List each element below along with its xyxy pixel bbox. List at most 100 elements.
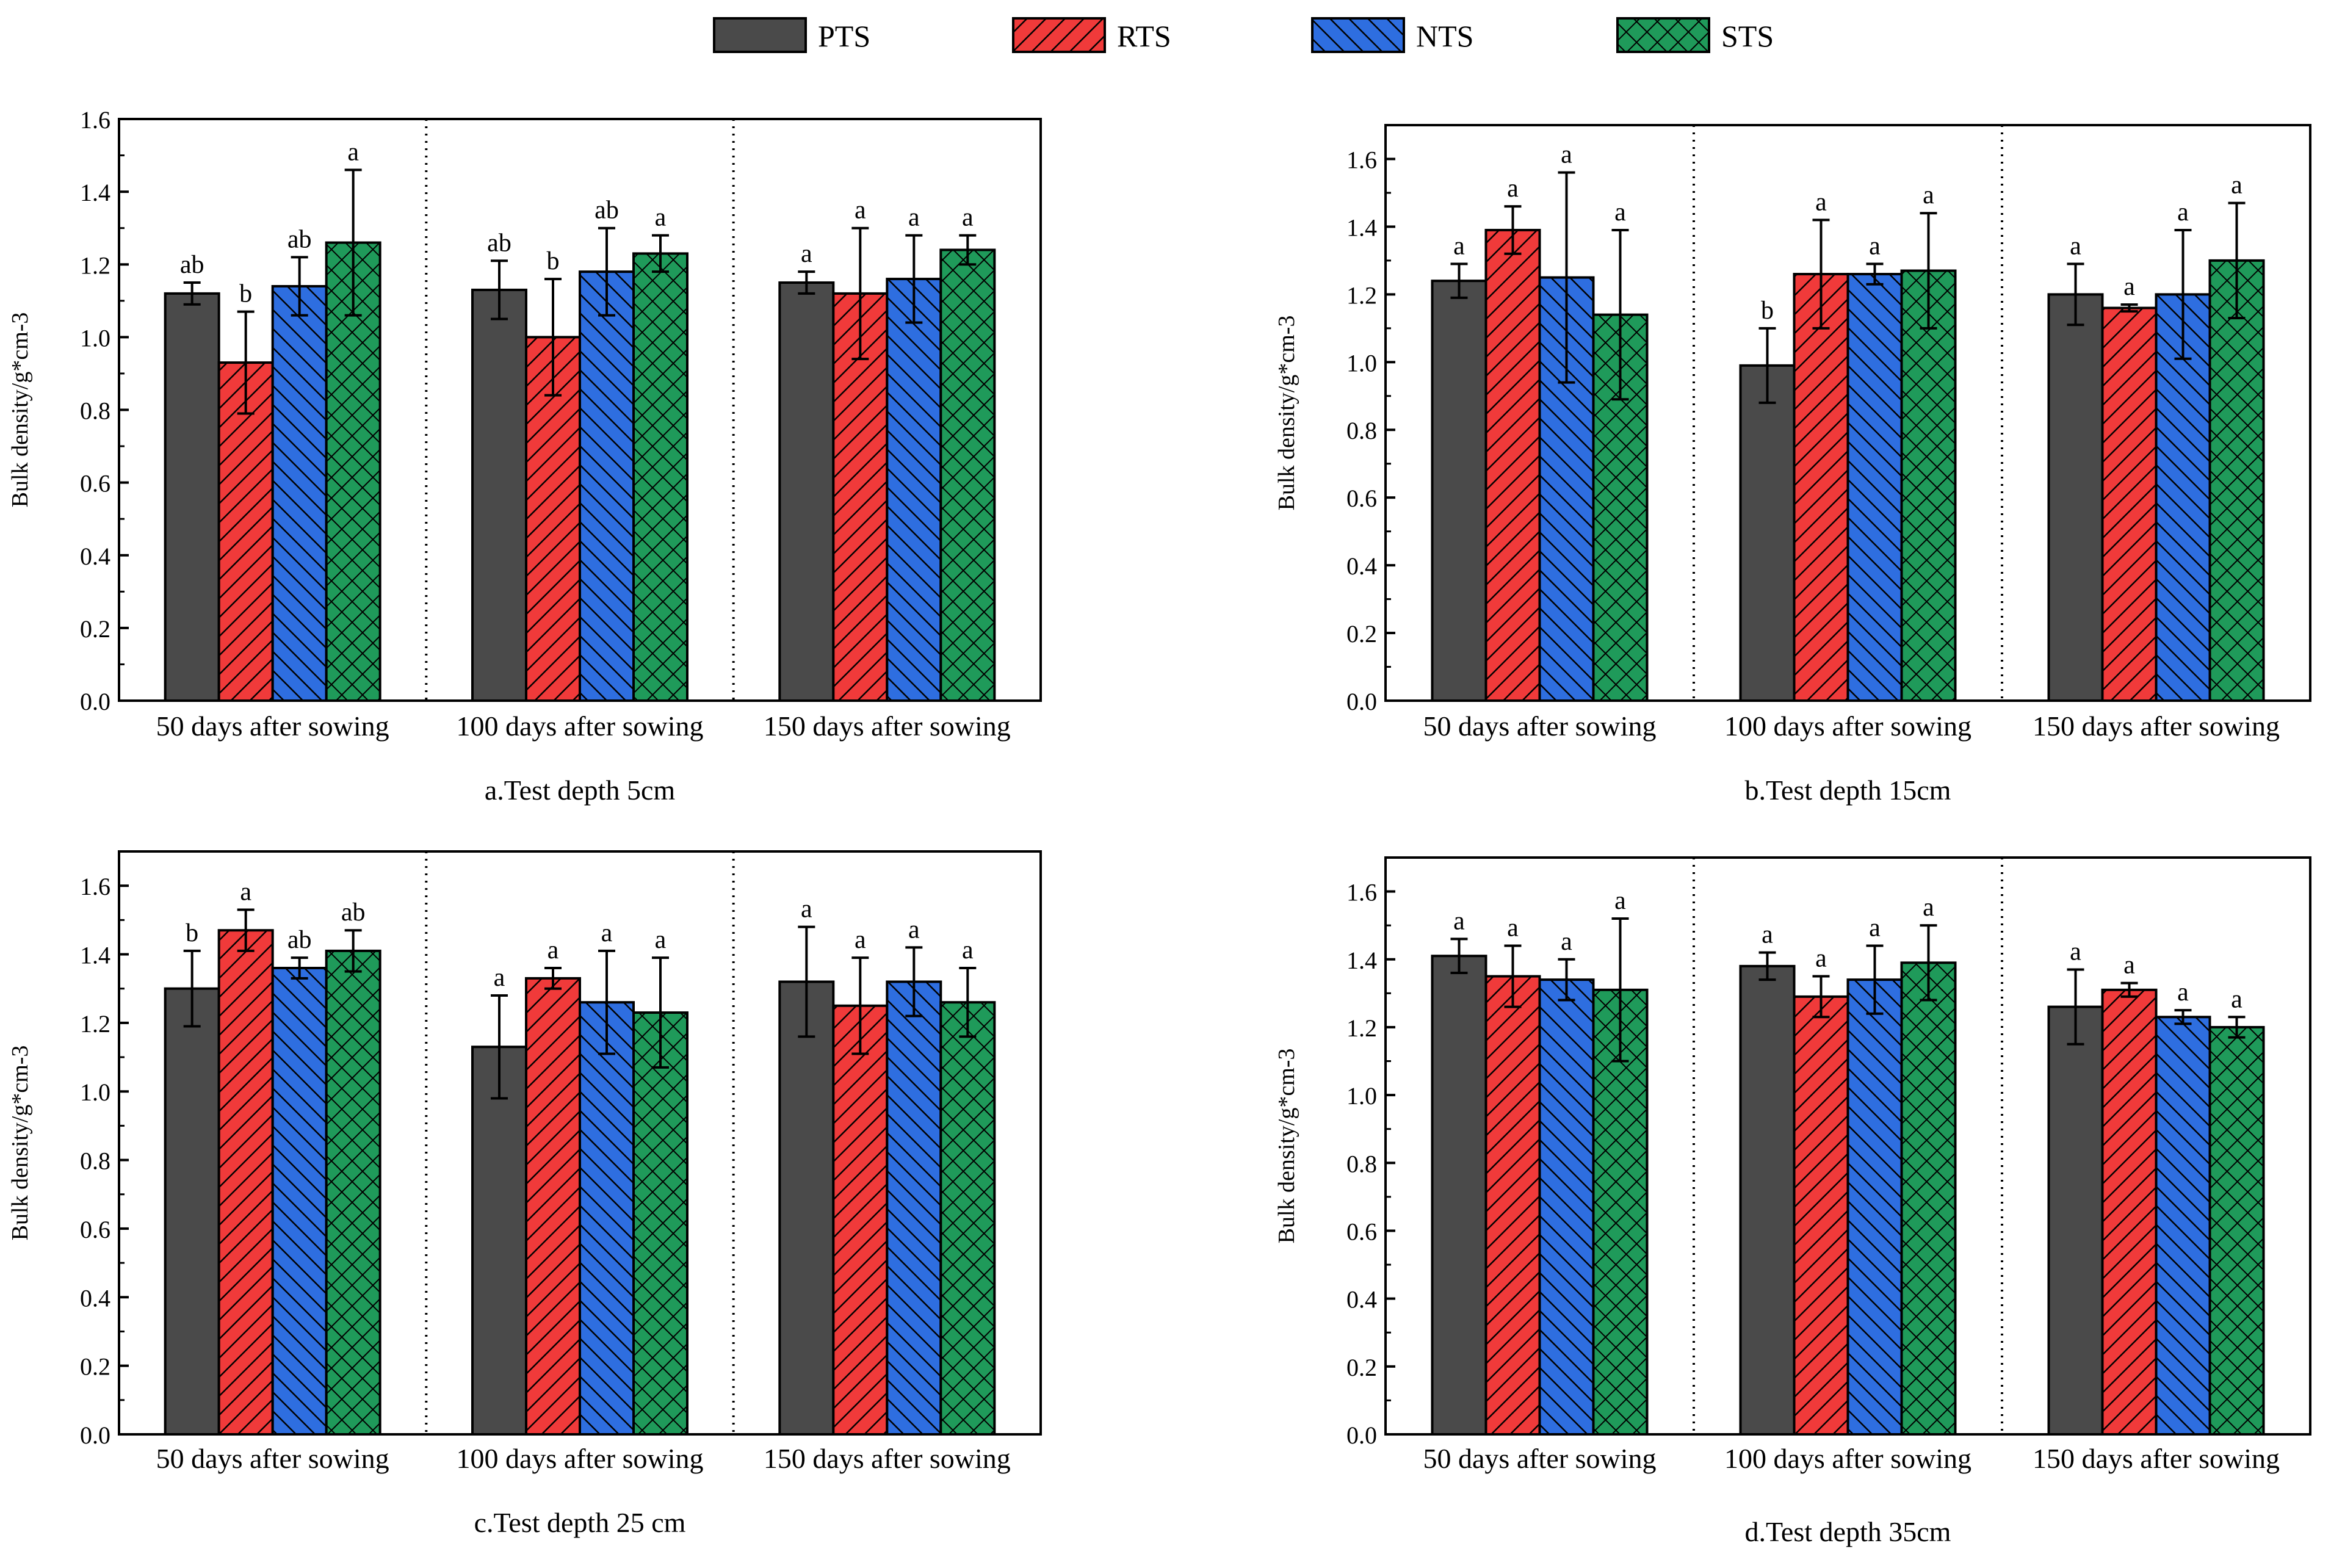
significance-label: a: [1614, 198, 1626, 226]
significance-label: a: [962, 936, 974, 964]
bar-sts: [325, 241, 381, 702]
x-category-label: 150 days after sowing: [2033, 710, 2280, 742]
legend-swatch: [1616, 17, 1710, 53]
significance-label: a: [801, 895, 812, 923]
y-tick-label: 1.6: [80, 106, 110, 134]
legend: PTS RTS NTS STS: [713, 17, 1774, 53]
bar-pts: [164, 292, 220, 702]
bar-rts: [1793, 995, 1849, 1436]
significance-label: ab: [341, 898, 366, 927]
bar-sts: [632, 1011, 688, 1436]
significance-label: ab: [487, 229, 511, 257]
x-category-label: 50 days after sowing: [156, 1443, 389, 1474]
y-tick-label: 1.4: [80, 942, 110, 969]
significance-label: a: [1869, 232, 1881, 260]
y-tick-label: 1.6: [1346, 879, 1377, 906]
bar-rts: [525, 977, 581, 1436]
significance-label: b: [1761, 297, 1774, 325]
bar-pts: [1739, 364, 1796, 702]
y-tick-label: 1.4: [1346, 947, 1377, 974]
y-tick-label: 1.2: [1346, 281, 1377, 309]
significance-label: a: [2231, 985, 2242, 1013]
y-tick-label: 0.0: [80, 1422, 110, 1449]
y-tick-label: 0.4: [1346, 1286, 1377, 1313]
significance-label: a: [655, 926, 667, 954]
y-tick-label: 0.6: [80, 1216, 110, 1243]
bar-pts: [2047, 293, 2104, 702]
x-category-label: 100 days after sowing: [457, 1443, 704, 1474]
significance-label: b: [186, 919, 198, 947]
significance-label: a: [908, 204, 920, 232]
significance-label: b: [547, 247, 560, 275]
significance-label: a: [2070, 938, 2081, 966]
significance-label: a: [1869, 914, 1881, 942]
bar-pts: [471, 288, 527, 703]
y-tick-label: 1.2: [80, 1010, 110, 1038]
significance-label: a: [1507, 175, 1519, 203]
legend-swatch: [713, 17, 807, 53]
significance-label: a: [2123, 273, 2135, 301]
x-category-label: 150 days after sowing: [2033, 1443, 2280, 1474]
y-axis-label: Bulk density/g*cm-3: [1274, 1049, 1299, 1244]
significance-label: a: [1561, 141, 1572, 169]
bar-pts: [2047, 1005, 2104, 1436]
significance-label: a: [2231, 172, 2242, 200]
x-category-label: 100 days after sowing: [1724, 710, 1971, 742]
legend-swatch: [1311, 17, 1405, 53]
significance-label: ab: [594, 197, 619, 225]
y-tick-label: 0.6: [1346, 485, 1377, 512]
bar-rts: [1484, 228, 1541, 703]
x-category-label: 100 days after sowing: [457, 710, 704, 742]
bar-sts: [2208, 259, 2265, 703]
y-tick-label: 1.4: [1346, 214, 1377, 241]
significance-label: a: [801, 240, 812, 268]
significance-label: b: [239, 280, 252, 308]
bar-nts: [1538, 978, 1595, 1436]
bar-sts: [325, 949, 381, 1436]
bar-nts: [1846, 978, 1903, 1436]
y-tick-label: 0.8: [1346, 417, 1377, 444]
significance-label: a: [855, 197, 866, 225]
panel-title: a.Test depth 5cm: [485, 775, 676, 806]
bar-nts: [1846, 273, 1903, 702]
legend-item-nts: NTS: [1311, 17, 1473, 53]
significance-label: a: [855, 926, 866, 954]
bar-sts: [1900, 961, 1957, 1436]
panel-title: d.Test depth 35cm: [1745, 1516, 1951, 1547]
significance-label: a: [347, 138, 359, 166]
y-axis-label: Bulk density/g*cm-3: [7, 313, 33, 508]
bar-rts: [1484, 975, 1541, 1436]
bar-rts: [2101, 306, 2158, 702]
legend-swatch: [1012, 17, 1106, 53]
bar-sts: [1900, 269, 1957, 702]
y-axis-label: Bulk density/g*cm-3: [1274, 316, 1299, 511]
bar-pts: [778, 980, 835, 1436]
bar-pts: [1739, 964, 1796, 1436]
bar-sts: [939, 1001, 996, 1436]
y-tick-label: 0.0: [1346, 688, 1377, 715]
y-tick-label: 1.6: [1346, 146, 1377, 173]
y-tick-label: 0.4: [1346, 552, 1377, 580]
y-tick-label: 0.0: [80, 688, 110, 715]
panel-title: b.Test depth 15cm: [1745, 775, 1951, 806]
y-tick-label: 1.2: [1346, 1014, 1377, 1042]
y-tick-label: 1.0: [80, 1078, 110, 1106]
y-tick-label: 0.4: [80, 543, 110, 570]
x-category-label: 50 days after sowing: [1423, 710, 1657, 742]
bar-nts: [2155, 293, 2211, 702]
y-tick-label: 1.0: [1346, 1082, 1377, 1110]
panel-b: 0.0 0.2 0.4 0.6 0.8 1.0 1.2 1.4 1.6 Bulk density/…: [1274, 124, 2311, 806]
x-category-label: 100 days after sowing: [1724, 1443, 1971, 1474]
bar-pts: [471, 1046, 527, 1436]
bar-nts: [271, 284, 328, 702]
significance-label: ab: [287, 926, 312, 954]
y-tick-label: 1.0: [80, 324, 110, 352]
bar-nts: [271, 967, 328, 1436]
legend-item-rts: RTS: [1012, 17, 1171, 53]
y-tick-label: 0.8: [80, 1147, 110, 1175]
significance-label: a: [494, 964, 505, 992]
bar-pts: [1431, 955, 1487, 1436]
bar-nts: [579, 1001, 635, 1436]
legend-label: NTS: [1416, 19, 1473, 53]
